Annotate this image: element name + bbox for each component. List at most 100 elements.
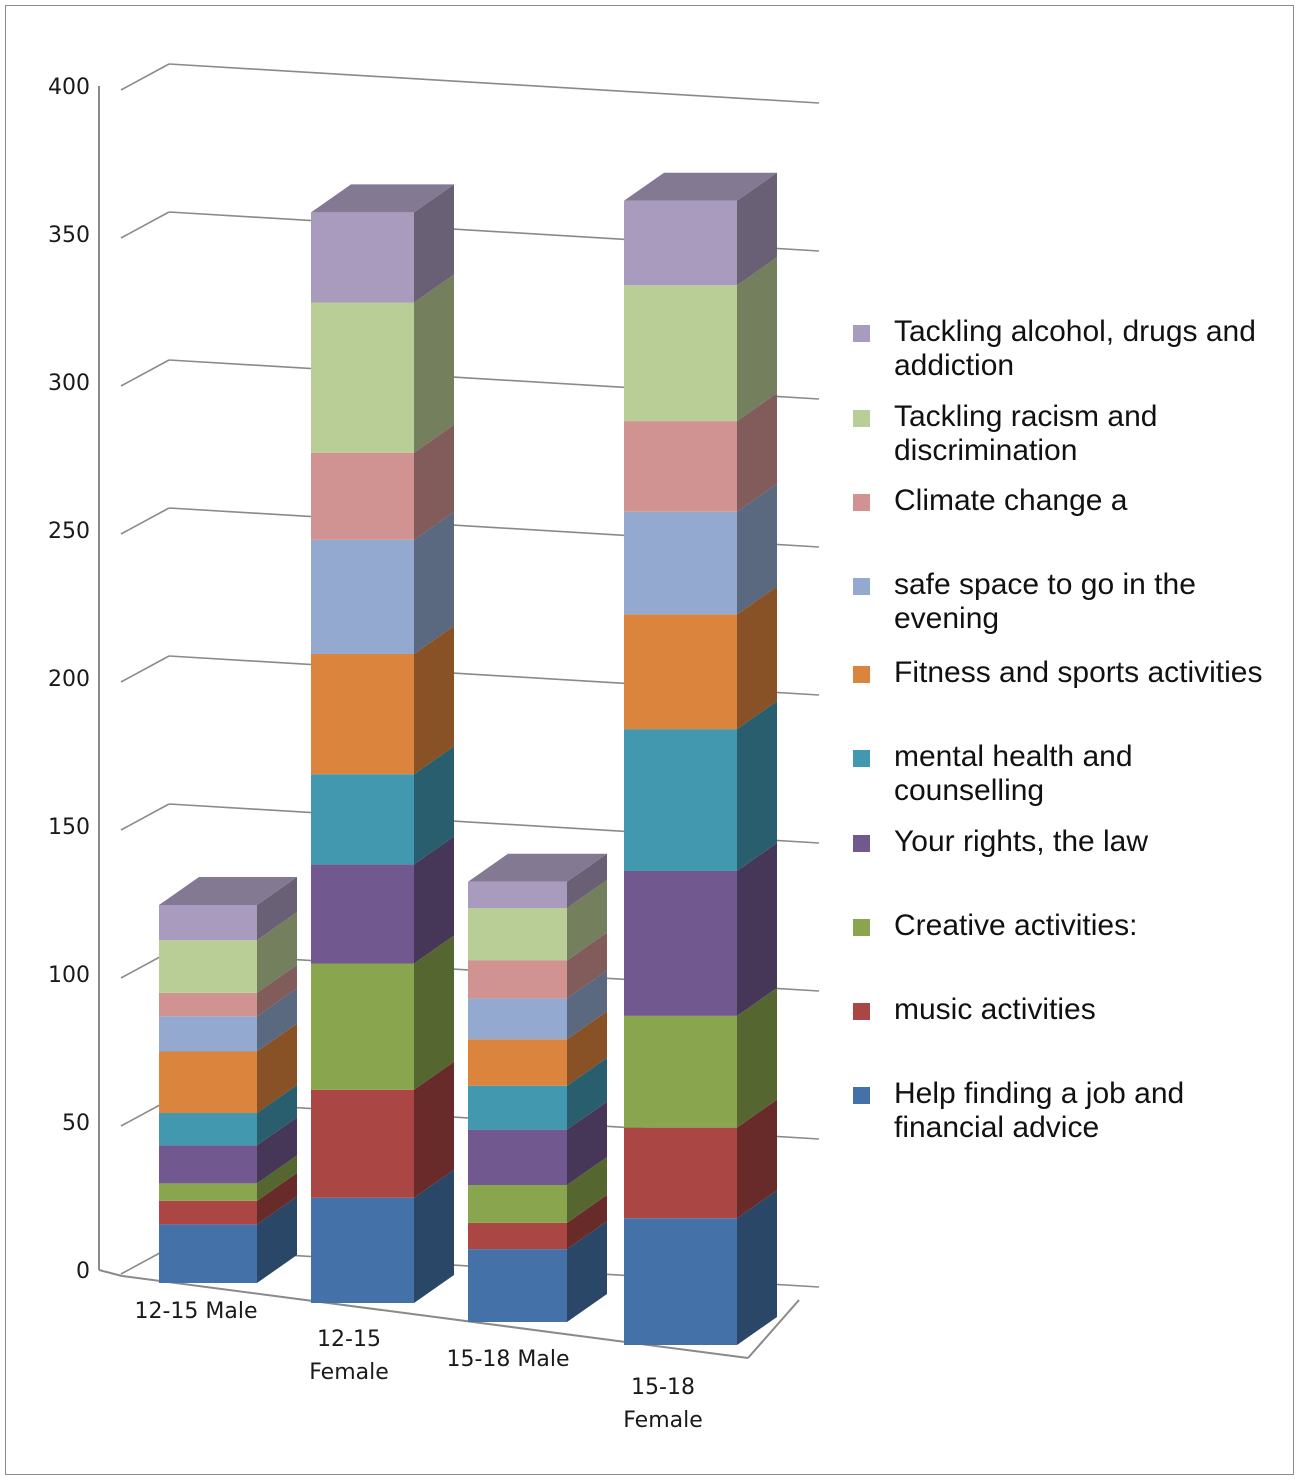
bar-segment-1-4: [159, 1145, 257, 1184]
bar-side-3-10: [567, 853, 607, 908]
bar-side-3-3: [567, 1157, 607, 1223]
bar-segment-3-1: [468, 1249, 567, 1322]
legend-item-2: music activities: [853, 993, 1096, 1026]
bar-segment-1-7: [159, 1016, 257, 1052]
bar-side-2-3: [414, 935, 454, 1090]
bar-side-3-2: [567, 1194, 607, 1250]
bar-top-3: [468, 853, 607, 882]
legend-item-1: Help finding a job and financial advice: [853, 1077, 1184, 1144]
bar-side-2-9: [414, 274, 454, 453]
legend-item-4: Your rights, the law: [853, 825, 1148, 858]
bar-side-2-5: [414, 746, 454, 865]
bar-segment-2-6: [311, 654, 414, 775]
y-tick-150: 150: [48, 815, 90, 840]
x-tick-4: 15-18 Female: [623, 1375, 703, 1433]
legend-label: Creative activities:: [894, 909, 1137, 942]
bar-segment-3-10: [468, 881, 567, 908]
bar-side-1-6: [257, 1023, 297, 1113]
bar-side-1-9: [257, 912, 297, 993]
bar-segment-1-3: [159, 1183, 257, 1201]
bar-side-4-3: [737, 987, 777, 1128]
bar-segment-3-8: [468, 960, 567, 999]
gridline-side-200: [120, 655, 170, 683]
bar-segment-4-4: [624, 871, 737, 1016]
bar-segment-3-9: [468, 908, 567, 961]
legend-swatch: [853, 578, 870, 595]
bar-side-2-6: [414, 626, 454, 775]
y-tick-400: 400: [48, 75, 90, 100]
bar-segment-3-5: [468, 1085, 567, 1130]
bar-segment-4-10: [624, 200, 737, 286]
y-tick-0: 0: [76, 1259, 90, 1284]
gridline-400: [168, 63, 820, 104]
bar-segment-4-6: [624, 614, 737, 730]
bar-side-1-5: [257, 1085, 297, 1146]
gridline-side-300: [120, 359, 170, 387]
legend-label: mental health and counselling: [894, 740, 1133, 807]
legend-swatch: [853, 1087, 870, 1104]
legend-swatch: [853, 494, 870, 511]
x-tick-2: 12-15 Female: [309, 1327, 389, 1385]
legend-item-9: Tackling racism and discrimination: [853, 400, 1157, 467]
bar-side-4-8: [737, 393, 777, 512]
bar-side-1-4: [257, 1117, 297, 1184]
bar-side-4-4: [737, 843, 777, 1016]
gridline-side-150: [120, 803, 170, 831]
legend-item-10: Tackling alcohol, drugs and addiction: [853, 315, 1256, 382]
bar-segment-1-2: [159, 1200, 257, 1225]
bar-side-2-7: [414, 511, 454, 654]
legend-label: Help finding a job and financial advice: [894, 1077, 1184, 1144]
bar-top-1: [159, 877, 297, 905]
bar-side-1-10: [257, 877, 297, 941]
x-tick-1: 12-15 Male: [134, 1299, 257, 1324]
legend-label: Tackling alcohol, drugs and addiction: [894, 315, 1256, 382]
bar-side-4-5: [737, 701, 777, 871]
gridline-side-250: [120, 507, 170, 535]
bar-segment-1-10: [159, 905, 257, 941]
bar-top-2: [311, 184, 454, 213]
bar-side-2-2: [414, 1061, 454, 1198]
legend-item-7: safe space to go in the evening: [853, 568, 1196, 635]
legend-item-6: Fitness and sports activities: [853, 656, 1262, 689]
bar-segment-1-6: [159, 1051, 257, 1113]
legend-item-5: mental health and counselling: [853, 740, 1133, 807]
bar-side-3-1: [567, 1221, 607, 1322]
bar-segment-3-6: [468, 1039, 567, 1086]
bar-side-1-2: [257, 1172, 297, 1225]
bar-segment-2-10: [311, 212, 414, 303]
bar-side-3-9: [567, 880, 607, 961]
bar-side-1-8: [257, 964, 297, 1017]
legend-label: Fitness and sports activities: [894, 656, 1262, 689]
bar-stack-1: [159, 877, 297, 1283]
legend-swatch: [853, 835, 870, 852]
bar-segment-1-1: [159, 1224, 257, 1283]
bar-side-3-5: [567, 1057, 607, 1130]
bar-side-1-3: [257, 1155, 297, 1201]
bar-segment-2-4: [311, 864, 414, 964]
bar-segment-3-3: [468, 1185, 567, 1223]
y-tick-100: 100: [48, 963, 90, 988]
bar-segment-1-8: [159, 992, 257, 1017]
bar-segment-2-8: [311, 452, 414, 540]
legend-swatch: [853, 919, 870, 936]
legend-item-8: Climate change a: [853, 484, 1128, 517]
legend-swatch: [853, 750, 870, 767]
bar-side-4-1: [737, 1190, 777, 1345]
bar-segment-4-2: [624, 1127, 737, 1219]
bar-segment-2-3: [311, 963, 414, 1090]
bar-side-4-2: [737, 1099, 777, 1219]
legend: Tackling alcohol, drugs and addiction Tack…: [853, 315, 1262, 1144]
bar-side-3-4: [567, 1101, 607, 1185]
bar-side-4-9: [737, 257, 777, 422]
legend-label: Tackling racism and discrimination: [894, 400, 1157, 467]
y-tick-300: 300: [48, 371, 90, 396]
bar-stack-3: [468, 853, 607, 1322]
bar-side-2-10: [414, 184, 454, 303]
gridline-side-400: [120, 63, 170, 91]
bar-segment-4-1: [624, 1218, 737, 1345]
bar-segment-2-2: [311, 1089, 414, 1198]
bar-segment-4-7: [624, 511, 737, 615]
y-tick-200: 200: [48, 667, 90, 692]
bar-segment-1-5: [159, 1113, 257, 1146]
legend-label: music activities: [894, 993, 1096, 1026]
